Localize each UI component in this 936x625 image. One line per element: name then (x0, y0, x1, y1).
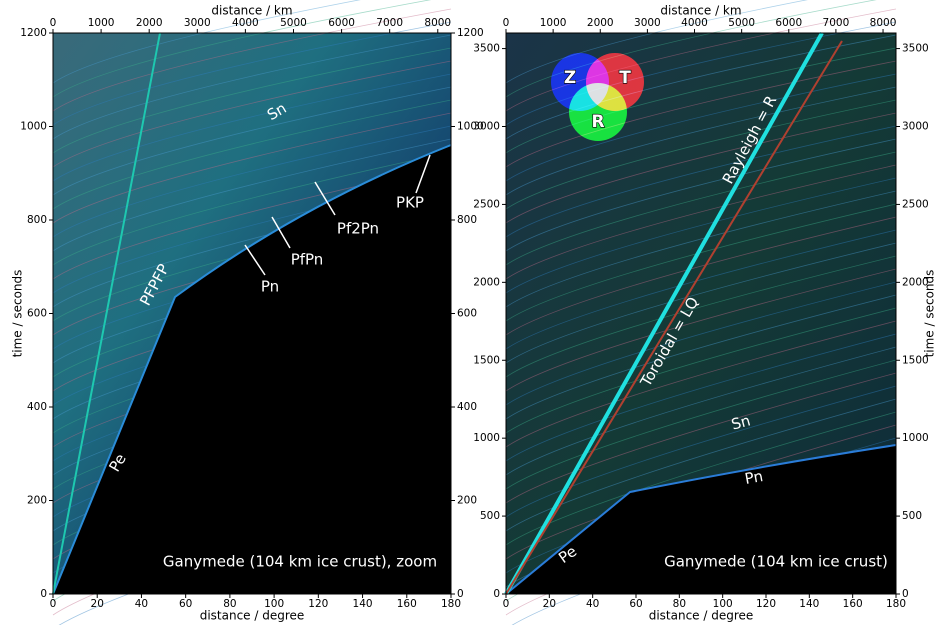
y-tick-label: 1200 (20, 27, 47, 39)
panel-title: Ganymede (104 km ice crust), zoom (163, 553, 437, 571)
y-tick-label: 1200 (457, 27, 484, 39)
x2-tick-label: 8000 (424, 17, 451, 29)
phase-label: PfPn (291, 251, 324, 269)
y-tick-label: 200 (27, 495, 47, 507)
legend-label: R (591, 112, 604, 132)
x-tick-label: 160 (397, 598, 417, 610)
y-tick-label: 2000 (473, 276, 500, 288)
y-tick-label: 400 (27, 401, 47, 413)
x2-tick-label: 3000 (184, 17, 211, 29)
y-tick-label: 0 (493, 588, 500, 600)
x-tick-label: 20 (543, 598, 556, 610)
x2-axis-label: distance / km (211, 4, 292, 18)
x2-tick-label: 4000 (681, 17, 708, 29)
x2-tick-label: 4000 (232, 17, 259, 29)
x-tick-label: 140 (799, 598, 819, 610)
y-tick-label: 3500 (473, 43, 500, 55)
phase-label: Pn (261, 278, 279, 296)
x-axis-label: distance / degree (649, 609, 754, 623)
y-axis-label: time / seconds (923, 270, 936, 358)
x2-tick-label: 6000 (328, 17, 355, 29)
y-tick-label: 3500 (902, 43, 929, 55)
y-tick-label: 2500 (902, 198, 929, 210)
y-tick-label: 600 (27, 308, 47, 320)
x2-tick-label: 8000 (870, 17, 897, 29)
phase-label: Pf2Pn (337, 220, 379, 238)
x2-tick-label: 5000 (728, 17, 755, 29)
x2-tick-label: 2000 (136, 17, 163, 29)
x-tick-label: 160 (843, 598, 863, 610)
x-tick-label: 0 (50, 598, 57, 610)
y-tick-label: 400 (457, 401, 477, 413)
x-axis-label: distance / degree (200, 609, 305, 623)
x2-tick-label: 0 (50, 17, 57, 29)
y-tick-label: 0 (457, 588, 464, 600)
x-tick-label: 60 (179, 598, 192, 610)
y-tick-label: 500 (902, 510, 922, 522)
x2-tick-label: 3000 (634, 17, 661, 29)
x2-tick-label: 1000 (88, 17, 115, 29)
x2-tick-label: 1000 (540, 17, 567, 29)
x-tick-label: 140 (353, 598, 373, 610)
y-tick-label: 500 (480, 510, 500, 522)
panel-title: Ganymede (104 km ice crust) (664, 553, 888, 571)
x-tick-label: 0 (503, 598, 510, 610)
x2-tick-label: 6000 (775, 17, 802, 29)
y-tick-label: 1500 (473, 354, 500, 366)
x-tick-label: 20 (91, 598, 104, 610)
y-tick-label: 3000 (902, 121, 929, 133)
y-tick-label: 1000 (473, 432, 500, 444)
y-tick-label: 800 (457, 214, 477, 226)
y-tick-label: 1000 (902, 432, 929, 444)
x2-axis-label: distance / km (660, 4, 741, 18)
x-tick-label: 40 (135, 598, 148, 610)
x2-tick-label: 2000 (587, 17, 614, 29)
legend-label: Z (564, 68, 576, 88)
y-tick-label: 200 (457, 495, 477, 507)
phase-label: PKP (396, 194, 424, 212)
y-tick-label: 1000 (20, 121, 47, 133)
x-tick-label: 60 (629, 598, 642, 610)
y-tick-label: 800 (27, 214, 47, 226)
x-tick-label: 120 (756, 598, 776, 610)
y-tick-label: 600 (457, 308, 477, 320)
x2-tick-label: 5000 (280, 17, 307, 29)
figure: 0204060801001201401601800100020003000400… (0, 0, 936, 625)
x2-tick-label: 7000 (823, 17, 850, 29)
y-axis-label: time / seconds (11, 270, 25, 358)
x2-tick-label: 0 (503, 17, 510, 29)
y-tick-label: 0 (902, 588, 909, 600)
x-tick-label: 120 (308, 598, 328, 610)
legend-label: T (619, 68, 631, 88)
y-tick-label: 0 (40, 588, 47, 600)
x2-tick-label: 7000 (376, 17, 403, 29)
x-tick-label: 40 (586, 598, 599, 610)
y-tick-label: 3000 (473, 121, 500, 133)
phase-label: Pn (743, 467, 764, 488)
y-tick-label: 2500 (473, 198, 500, 210)
